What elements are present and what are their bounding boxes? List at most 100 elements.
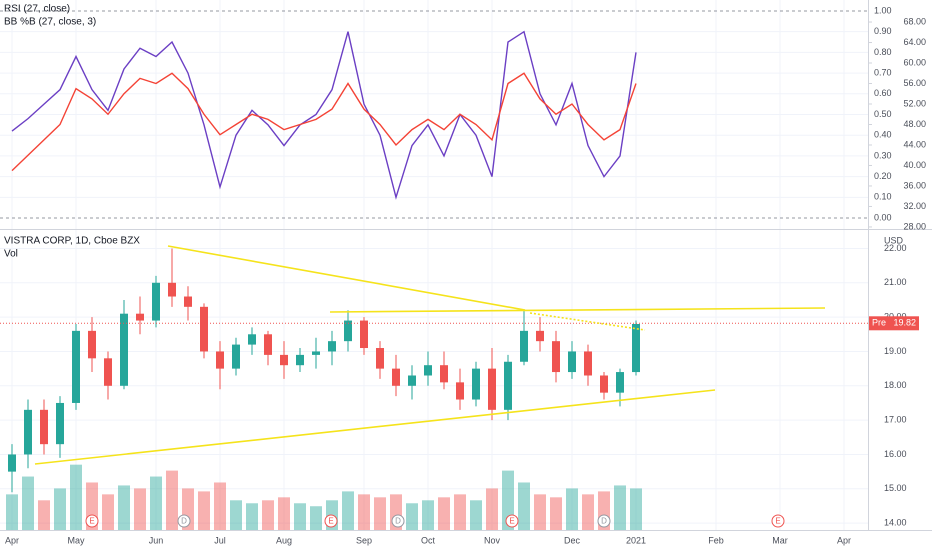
candle-body <box>552 341 560 373</box>
y2-tick-label: 56.00 <box>903 78 926 88</box>
volume-bar <box>150 476 162 530</box>
candle-body <box>184 296 192 307</box>
candle-body <box>472 368 480 400</box>
y-tick-label: 0.20 <box>874 171 892 181</box>
last-price-label: 19.82 <box>893 318 916 328</box>
x-tick-label: Feb <box>708 535 724 545</box>
y2-tick-label: 36.00 <box>903 180 926 190</box>
volume-bar <box>374 497 386 530</box>
trendline <box>34 389 716 465</box>
x-tick-label: Nov <box>484 535 501 545</box>
y2-tick-label: 52.00 <box>903 98 926 108</box>
event-marker <box>391 514 405 528</box>
y-tick-label: 19.00 <box>884 346 907 356</box>
volume-bar <box>278 497 290 530</box>
candle-body <box>408 375 416 386</box>
price-badge <box>869 316 919 331</box>
volume-bar <box>582 494 594 530</box>
y-tick-label: 16.00 <box>884 449 907 459</box>
candle-body <box>456 382 464 400</box>
event-label: E <box>775 517 780 526</box>
candle-body <box>536 330 544 342</box>
candle-body <box>312 351 320 355</box>
y2-tick-label: 44.00 <box>903 139 926 149</box>
candle-body <box>568 351 576 373</box>
x-tick-label: Aug <box>276 535 292 545</box>
y-tick-label: 0.40 <box>874 130 892 140</box>
candle-body <box>504 361 512 410</box>
volume-bar <box>566 488 578 530</box>
candle-body <box>264 334 272 355</box>
volume-bar <box>406 503 418 530</box>
candle-body <box>280 354 288 366</box>
volume-bar <box>262 500 274 530</box>
candle-body <box>232 344 240 369</box>
volume-bar <box>166 470 178 530</box>
event-label: E <box>89 517 94 526</box>
x-tick-label: Dec <box>564 535 581 545</box>
candle-body <box>488 368 496 410</box>
legend-bb: BB %B (27, close, 3) <box>4 17 96 28</box>
event-marker <box>771 514 785 528</box>
x-tick-label: Apr <box>837 535 851 545</box>
y2-tick-label: 32.00 <box>903 201 926 211</box>
candle-body <box>120 313 128 386</box>
y-tick-label: 0.30 <box>874 150 892 160</box>
volume-bar <box>214 482 226 530</box>
candle-body <box>200 306 208 352</box>
y2-tick-label: 64.00 <box>903 37 926 47</box>
y-tick-label: 0.90 <box>874 26 892 36</box>
candle-body <box>72 330 80 403</box>
symbol-title: VISTRA CORP, 1D, Cboe BZX <box>4 236 140 247</box>
y-tick-label: 17.00 <box>884 415 907 425</box>
volume-bar <box>102 494 114 530</box>
x-tick-label: Apr <box>5 535 19 545</box>
candle-body <box>440 365 448 383</box>
candle-body <box>168 282 176 297</box>
volume-bar <box>70 464 82 530</box>
candle-body <box>600 375 608 393</box>
x-tick-label: Oct <box>421 535 436 545</box>
volume-bar <box>22 476 34 530</box>
candle-body <box>152 282 160 321</box>
candle-body <box>104 358 112 386</box>
y2-tick-label: 68.00 <box>903 16 926 26</box>
candle-body <box>584 351 592 376</box>
candle-body <box>136 313 144 321</box>
trendlines <box>34 245 826 465</box>
volume-bar <box>294 503 306 530</box>
y2-tick-label: 60.00 <box>903 57 926 67</box>
y-tick-label: 0.60 <box>874 88 892 98</box>
volume-bar <box>438 497 450 530</box>
x-tick-label: Jul <box>214 535 226 545</box>
y-tick-label: 0.70 <box>874 67 892 77</box>
volume-bar <box>246 503 258 530</box>
volume-bar <box>630 488 642 530</box>
candle-body <box>40 409 48 445</box>
x-tick-label: May <box>67 535 85 545</box>
pre-label: Pre <box>872 318 886 328</box>
candle-body <box>56 402 64 445</box>
x-tick-label: 2021 <box>626 535 646 545</box>
y2-tick-label: 40.00 <box>903 160 926 170</box>
y-tick-label: 15.00 <box>884 483 907 493</box>
candle-body <box>632 323 640 373</box>
indicator-line <box>11 72 637 172</box>
volume-bar <box>518 482 530 530</box>
volume-bar <box>342 491 354 530</box>
event-label: D <box>601 517 607 526</box>
volume-bar <box>614 485 626 530</box>
x-tick-label: Jun <box>149 535 164 545</box>
legend-rsi: RSI (27, close) <box>4 4 70 15</box>
y-tick-label: 0.50 <box>874 109 892 119</box>
y-tick-label: 14.00 <box>884 518 907 528</box>
volume-bar <box>230 500 242 530</box>
volume-bar <box>6 494 18 530</box>
candle-body <box>24 409 32 455</box>
volume-bar <box>486 488 498 530</box>
candle-body <box>520 330 528 362</box>
y-tick-label: 18.00 <box>884 380 907 390</box>
candle-body <box>360 320 368 349</box>
volume-label: Vol <box>4 249 18 260</box>
